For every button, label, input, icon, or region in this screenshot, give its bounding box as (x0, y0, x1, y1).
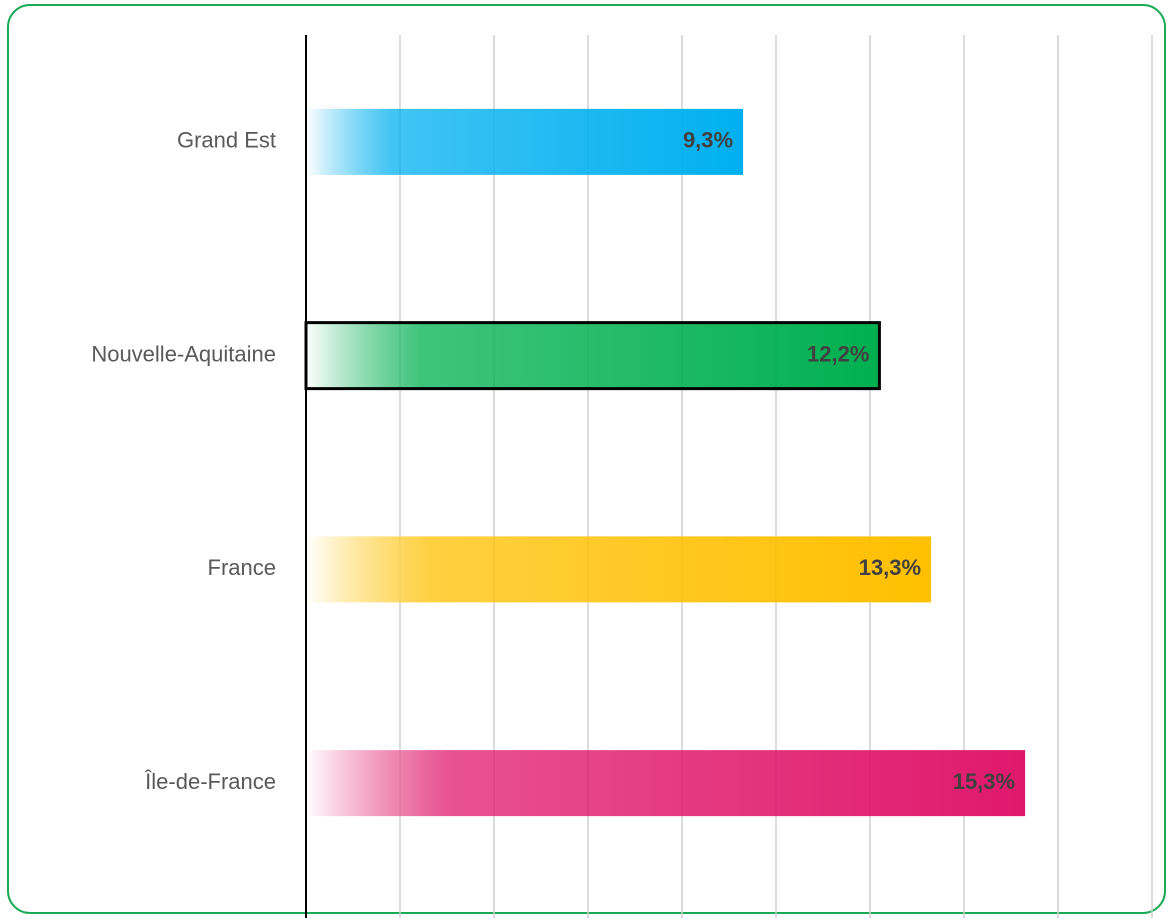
value-label: 15,3% (953, 769, 1015, 794)
y-tick-label: France (208, 555, 276, 580)
frame (7, 4, 1166, 914)
value-label: 12,2% (807, 341, 869, 366)
value-label: 13,3% (859, 555, 921, 580)
y-tick-label: Île-de-France (144, 769, 276, 794)
y-tick-label: Nouvelle-Aquitaine (91, 341, 276, 366)
bar (306, 750, 1026, 817)
bar (306, 108, 744, 175)
y-tick-label: Grand Est (177, 128, 276, 153)
value-label: 9,3% (683, 128, 733, 153)
bar (306, 536, 932, 603)
bar (304, 321, 881, 391)
